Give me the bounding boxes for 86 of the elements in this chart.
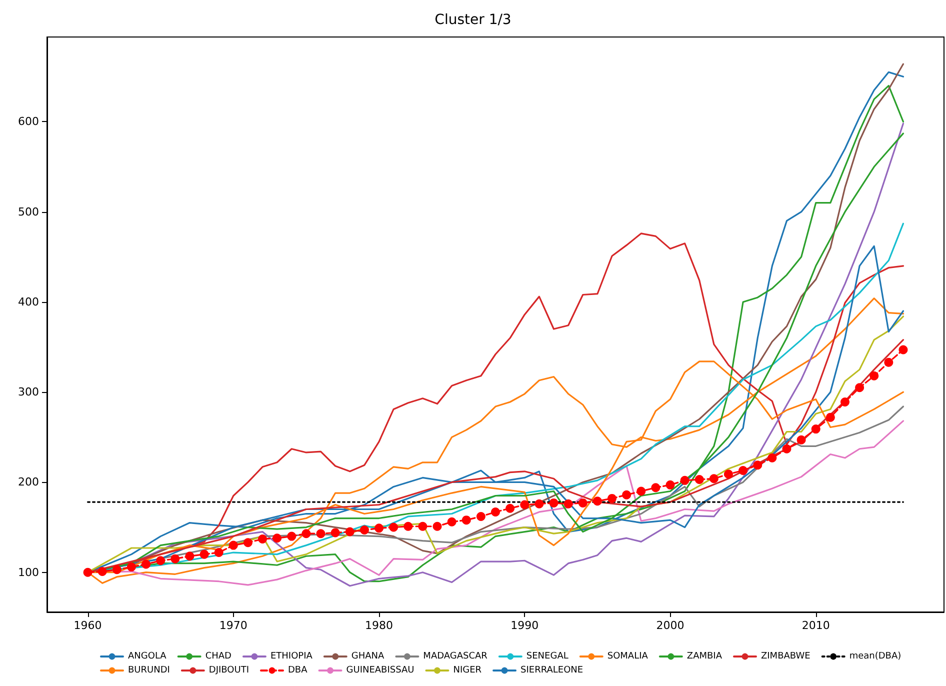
legend-label: CHAD <box>205 652 232 662</box>
legend-label: ETHIOPIA <box>270 652 314 662</box>
point <box>142 560 151 569</box>
point <box>680 476 690 485</box>
point <box>811 424 820 434</box>
x-tick-label: 1970 <box>219 619 248 632</box>
x-tick-label: 2010 <box>802 619 830 632</box>
point <box>258 534 268 544</box>
point <box>622 490 632 500</box>
point <box>549 498 558 508</box>
legend-label: SOMALIA <box>607 652 649 662</box>
point <box>884 358 894 367</box>
point <box>608 494 616 503</box>
point <box>855 383 864 392</box>
y-tick-label: 400 <box>18 295 39 308</box>
point <box>651 483 660 492</box>
point <box>200 550 209 559</box>
point <box>709 474 718 484</box>
point <box>534 499 544 508</box>
point <box>898 345 908 354</box>
legend-label: MADAGASCAR <box>423 652 488 662</box>
legend-label: ANGOLA <box>128 652 168 662</box>
y-tick-label: 600 <box>18 115 39 128</box>
point <box>578 498 588 508</box>
point <box>418 522 428 531</box>
point <box>520 500 530 510</box>
point <box>243 538 252 548</box>
legend-label: DJIBOUTI <box>208 666 249 676</box>
point <box>476 512 486 521</box>
y-tick-label: 500 <box>18 205 39 218</box>
point <box>330 528 340 538</box>
x-tick-label: 1990 <box>510 619 539 632</box>
point <box>491 507 500 516</box>
point <box>316 529 326 538</box>
point <box>694 475 704 484</box>
point <box>840 398 850 407</box>
point <box>170 554 180 564</box>
point <box>724 470 733 479</box>
point <box>345 527 354 536</box>
point <box>389 522 398 532</box>
point <box>447 517 456 526</box>
point <box>636 486 646 496</box>
point <box>826 412 835 422</box>
point <box>564 499 573 508</box>
point <box>768 453 777 462</box>
legend-label: GHANA <box>351 652 386 662</box>
point <box>404 522 413 531</box>
point <box>592 496 602 506</box>
point <box>214 548 224 558</box>
legend-label: mean(DBA) <box>849 652 902 662</box>
legend-label: ZIMBABWE <box>760 652 811 662</box>
y-tick-label: 200 <box>18 476 39 489</box>
point <box>83 568 92 577</box>
point <box>782 444 792 454</box>
y-tick-label: 100 <box>18 566 39 579</box>
point <box>360 525 369 534</box>
point <box>462 516 471 525</box>
point <box>112 565 122 574</box>
point <box>272 534 282 543</box>
legend-label: BURUNDI <box>128 666 170 676</box>
x-tick-label: 1960 <box>74 619 102 632</box>
chart-title: Cluster 1/3 <box>434 12 512 28</box>
point <box>432 522 442 531</box>
point <box>156 556 166 566</box>
legend-label: ZAMBIA <box>686 652 723 662</box>
point <box>870 371 879 380</box>
point <box>287 532 296 541</box>
legend-label: SIERRALEONE <box>520 666 584 676</box>
legend-label: GUINEABISSAU <box>346 666 414 676</box>
y-tick-label: 300 <box>18 386 39 399</box>
point <box>126 562 136 572</box>
point <box>374 524 384 533</box>
point <box>738 466 748 475</box>
point <box>302 529 311 538</box>
point <box>506 504 515 513</box>
point <box>753 460 762 470</box>
point <box>666 480 675 490</box>
legend-label: DBA <box>288 666 308 676</box>
x-tick-label: 1980 <box>365 619 394 632</box>
legend-label: NIGER <box>453 666 482 676</box>
point <box>185 552 194 561</box>
point <box>796 435 806 444</box>
legend-label: SENEGAL <box>526 652 568 662</box>
point <box>228 540 238 550</box>
x-tick-label: 2000 <box>656 619 684 632</box>
point <box>98 566 107 576</box>
